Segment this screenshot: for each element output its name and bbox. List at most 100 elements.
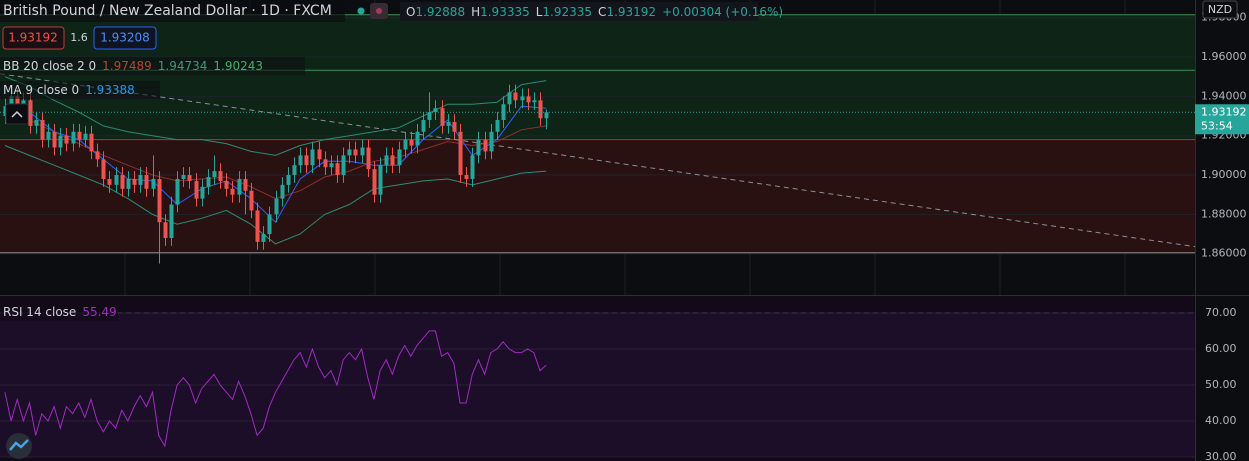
bar-countdown: 53:54	[1201, 119, 1233, 132]
candle-body	[194, 180, 199, 199]
rsi-line	[4, 330, 547, 448]
candle-body	[452, 121, 457, 132]
candle-body	[28, 100, 33, 126]
backgrounds	[0, 0, 1195, 461]
candle-body	[274, 198, 279, 215]
status-dot[interactable]	[357, 7, 365, 15]
candle-body	[427, 112, 432, 120]
last-price-label: 1.93192	[1201, 105, 1247, 118]
legend-backdrop	[0, 81, 160, 99]
indicator-legend: MA 9 close 0 1.93388	[3, 83, 135, 97]
candle-body	[243, 178, 248, 191]
indicator-name: BB 20 close 2 0	[3, 59, 96, 73]
candle-body	[353, 149, 358, 156]
candle-body	[255, 210, 260, 242]
candle-body	[212, 171, 217, 177]
ohlc-change: +0.00304 (+0.16%)	[662, 5, 783, 19]
legend-backdrop	[0, 303, 118, 321]
candle-body	[230, 188, 235, 195]
spread: 1.6	[70, 31, 88, 44]
candle-body	[132, 178, 137, 185]
legend-backdrop	[0, 57, 305, 75]
ohlc-legend: O1.92888 H1.93335 L1.92335 C1.93192 +0.00304…	[406, 5, 783, 19]
candle-body	[58, 135, 63, 148]
y-tick-label: 30.00	[1205, 450, 1237, 461]
sell-button[interactable]	[2, 26, 65, 50]
candle-body	[52, 131, 57, 148]
candle-body	[397, 149, 402, 166]
candle-body	[421, 119, 426, 132]
ohlc-value: 1.93335	[480, 5, 530, 19]
candle-body	[187, 175, 192, 181]
zone	[0, 14, 1195, 140]
indicator-value: 55.49	[82, 305, 116, 319]
candle-body	[280, 184, 285, 199]
candle-body	[144, 175, 149, 189]
ohlc-key: H	[471, 5, 480, 19]
candle-body	[513, 92, 518, 101]
sell-price: 1.93192	[8, 31, 58, 45]
candle-body	[440, 108, 445, 126]
candle-body	[341, 155, 346, 176]
ohlc-backdrop	[400, 2, 758, 21]
candle-body	[218, 171, 223, 181]
candle-body	[378, 165, 383, 195]
candle-body	[538, 100, 543, 119]
y-tick-label: 1.88000	[1201, 207, 1247, 220]
candle-body	[304, 155, 309, 166]
candle-body	[126, 178, 131, 189]
candle-body	[470, 155, 475, 179]
candle-body	[520, 96, 525, 101]
indicator-line	[4, 103, 547, 224]
candle-body	[489, 131, 494, 152]
candle-body	[9, 96, 14, 107]
buy-button[interactable]	[93, 26, 157, 50]
candle-body	[415, 131, 420, 146]
candle-body	[40, 119, 45, 140]
indicator-legend: BB 20 close 2 0 1.97489 1.94734 1.90243	[3, 59, 263, 73]
indicator-line	[4, 145, 547, 245]
candle-body	[71, 131, 76, 144]
candle-body	[157, 178, 162, 223]
candle-body	[483, 139, 488, 152]
candle-body	[206, 177, 211, 187]
ohlc-value: 1.92888	[415, 5, 465, 19]
candle-body	[476, 139, 481, 156]
candle-body	[34, 119, 39, 126]
y-tick-label: 60.00	[1205, 342, 1237, 355]
candle-body	[101, 159, 106, 179]
candle-body	[409, 139, 414, 146]
trend-line	[0, 73, 1196, 248]
y-tick-label: 50.00	[1205, 378, 1237, 391]
indicator-legend: RSI 14 close 55.49	[3, 305, 117, 319]
ohlc-key: L	[536, 5, 543, 19]
indicator-value: 1.97489	[102, 59, 152, 73]
indicator-value: 1.94734	[158, 59, 208, 73]
candle-body	[64, 135, 69, 144]
candle-body	[83, 133, 88, 140]
ohlc-key: O	[406, 5, 415, 19]
status-dot	[376, 8, 382, 14]
candle-body	[46, 131, 51, 140]
candle-body	[317, 149, 322, 160]
candle-body	[526, 96, 531, 103]
candle-body	[329, 163, 334, 168]
collapse-icon	[11, 110, 23, 118]
candle-body	[372, 169, 377, 195]
candle-body	[237, 178, 242, 195]
candle-body	[151, 178, 156, 189]
candle-body	[458, 131, 463, 176]
collapse-button[interactable]	[5, 103, 29, 125]
last-price-box	[1195, 104, 1249, 135]
candle-body	[544, 112, 549, 119]
candle-body	[181, 175, 186, 179]
candle-body	[495, 119, 500, 132]
candle-body	[224, 180, 229, 189]
candle-body	[77, 131, 82, 140]
candle-body	[384, 155, 389, 166]
candle-body	[292, 165, 297, 176]
candle-body	[249, 190, 254, 211]
candle-body	[200, 186, 205, 199]
